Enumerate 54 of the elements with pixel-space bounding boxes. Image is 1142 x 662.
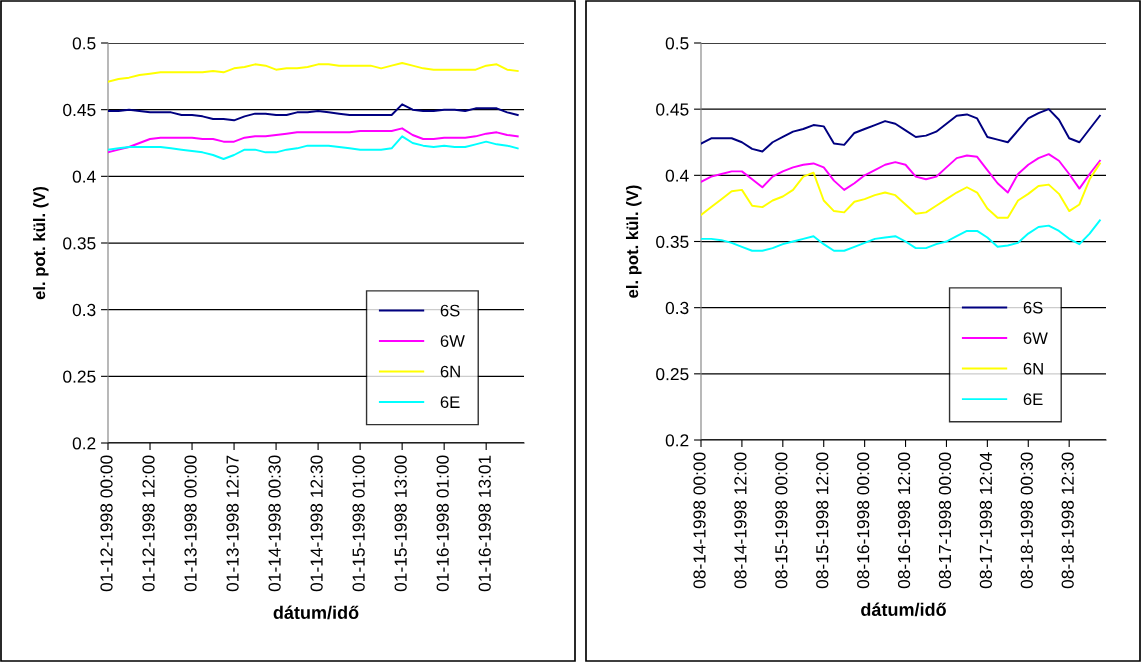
- y-tick-label: 0.25: [63, 370, 96, 383]
- x-axis-title: dátum/idő: [273, 605, 359, 620]
- y-tick-label: 0.4: [665, 169, 689, 182]
- y-tick-label: 0.4: [72, 170, 96, 183]
- x-tick-label: 08-15-1998 12:00: [816, 452, 829, 589]
- line-series: [108, 127, 519, 154]
- x-tick-label: 08-17-1998 12:04: [979, 452, 993, 589]
- y-tick-label: 0.3: [665, 301, 689, 315]
- x-tick-label: 01-14-1998 12:30: [310, 455, 323, 592]
- x-tick-label: 08-16-1998 00:00: [857, 452, 870, 589]
- x-axis-title: dátum/idő: [861, 602, 946, 617]
- y-tick-label: 0.5: [72, 37, 96, 50]
- x-tick-label: 01-16-1998 13:01: [478, 455, 491, 592]
- x-tick-label: 01-14-1998 00:30: [268, 455, 281, 592]
- y-tick-label: 0.2: [665, 434, 689, 447]
- line-series: [701, 108, 1101, 153]
- legend-label: 6W: [440, 335, 465, 347]
- legend-label: 6S: [1023, 301, 1043, 314]
- y-tick-label: 0.35: [656, 235, 689, 248]
- line-series: [108, 103, 519, 122]
- x-tick-label: 08-16-1998 12:00: [897, 452, 911, 589]
- legend-label: 6N: [1023, 362, 1043, 375]
- line-series: [701, 219, 1101, 252]
- x-tick-label: 08-17-1998 00:00: [938, 452, 952, 589]
- line-series: [108, 135, 519, 160]
- x-tick-label: 01-13-1998 12:07: [226, 455, 239, 592]
- x-tick-label: 01-13-1998 00:00: [184, 455, 197, 592]
- x-tick-label: 08-18-1998 00:30: [1020, 452, 1033, 589]
- y-tick-label: 0.25: [656, 368, 689, 381]
- y-tick-label: 0.5: [665, 37, 689, 50]
- legend-label: 6E: [1023, 393, 1043, 406]
- legend-label: 6W: [1023, 332, 1048, 345]
- line-series: [701, 162, 1101, 219]
- y-axis-title: el. pot. kül. (V): [32, 186, 49, 300]
- y-axis-title: el. pot. kül. (V): [625, 185, 642, 298]
- y-tick-label: 0.3: [72, 303, 96, 317]
- y-tick-label: 0.35: [63, 237, 96, 250]
- y-tick-label: 0.2: [72, 437, 96, 450]
- legend-label: 6N: [440, 365, 460, 378]
- legend-label: 6S: [440, 304, 460, 317]
- line-series: [701, 153, 1101, 194]
- y-tick-label: 0.45: [63, 103, 96, 117]
- x-tick-label: 01-12-1998 00:00: [100, 455, 113, 592]
- x-tick-label: 01-15-1998 13:00: [394, 455, 407, 592]
- x-tick-label: 08-14-1998 12:00: [734, 452, 747, 589]
- x-tick-label: 01-15-1998 01:00: [352, 455, 365, 592]
- legend-label: 6E: [440, 396, 460, 409]
- x-tick-label: 01-16-1998 01:00: [436, 455, 449, 592]
- line-series: [108, 62, 519, 83]
- x-tick-label: 08-15-1998 00:00: [775, 452, 788, 589]
- x-tick-label: 08-14-1998 00:00: [693, 452, 706, 589]
- y-tick-label: 0.45: [656, 103, 689, 116]
- x-tick-label: 08-18-1998 12:30: [1061, 452, 1074, 589]
- x-tick-label: 01-12-1998 12:00: [142, 455, 155, 592]
